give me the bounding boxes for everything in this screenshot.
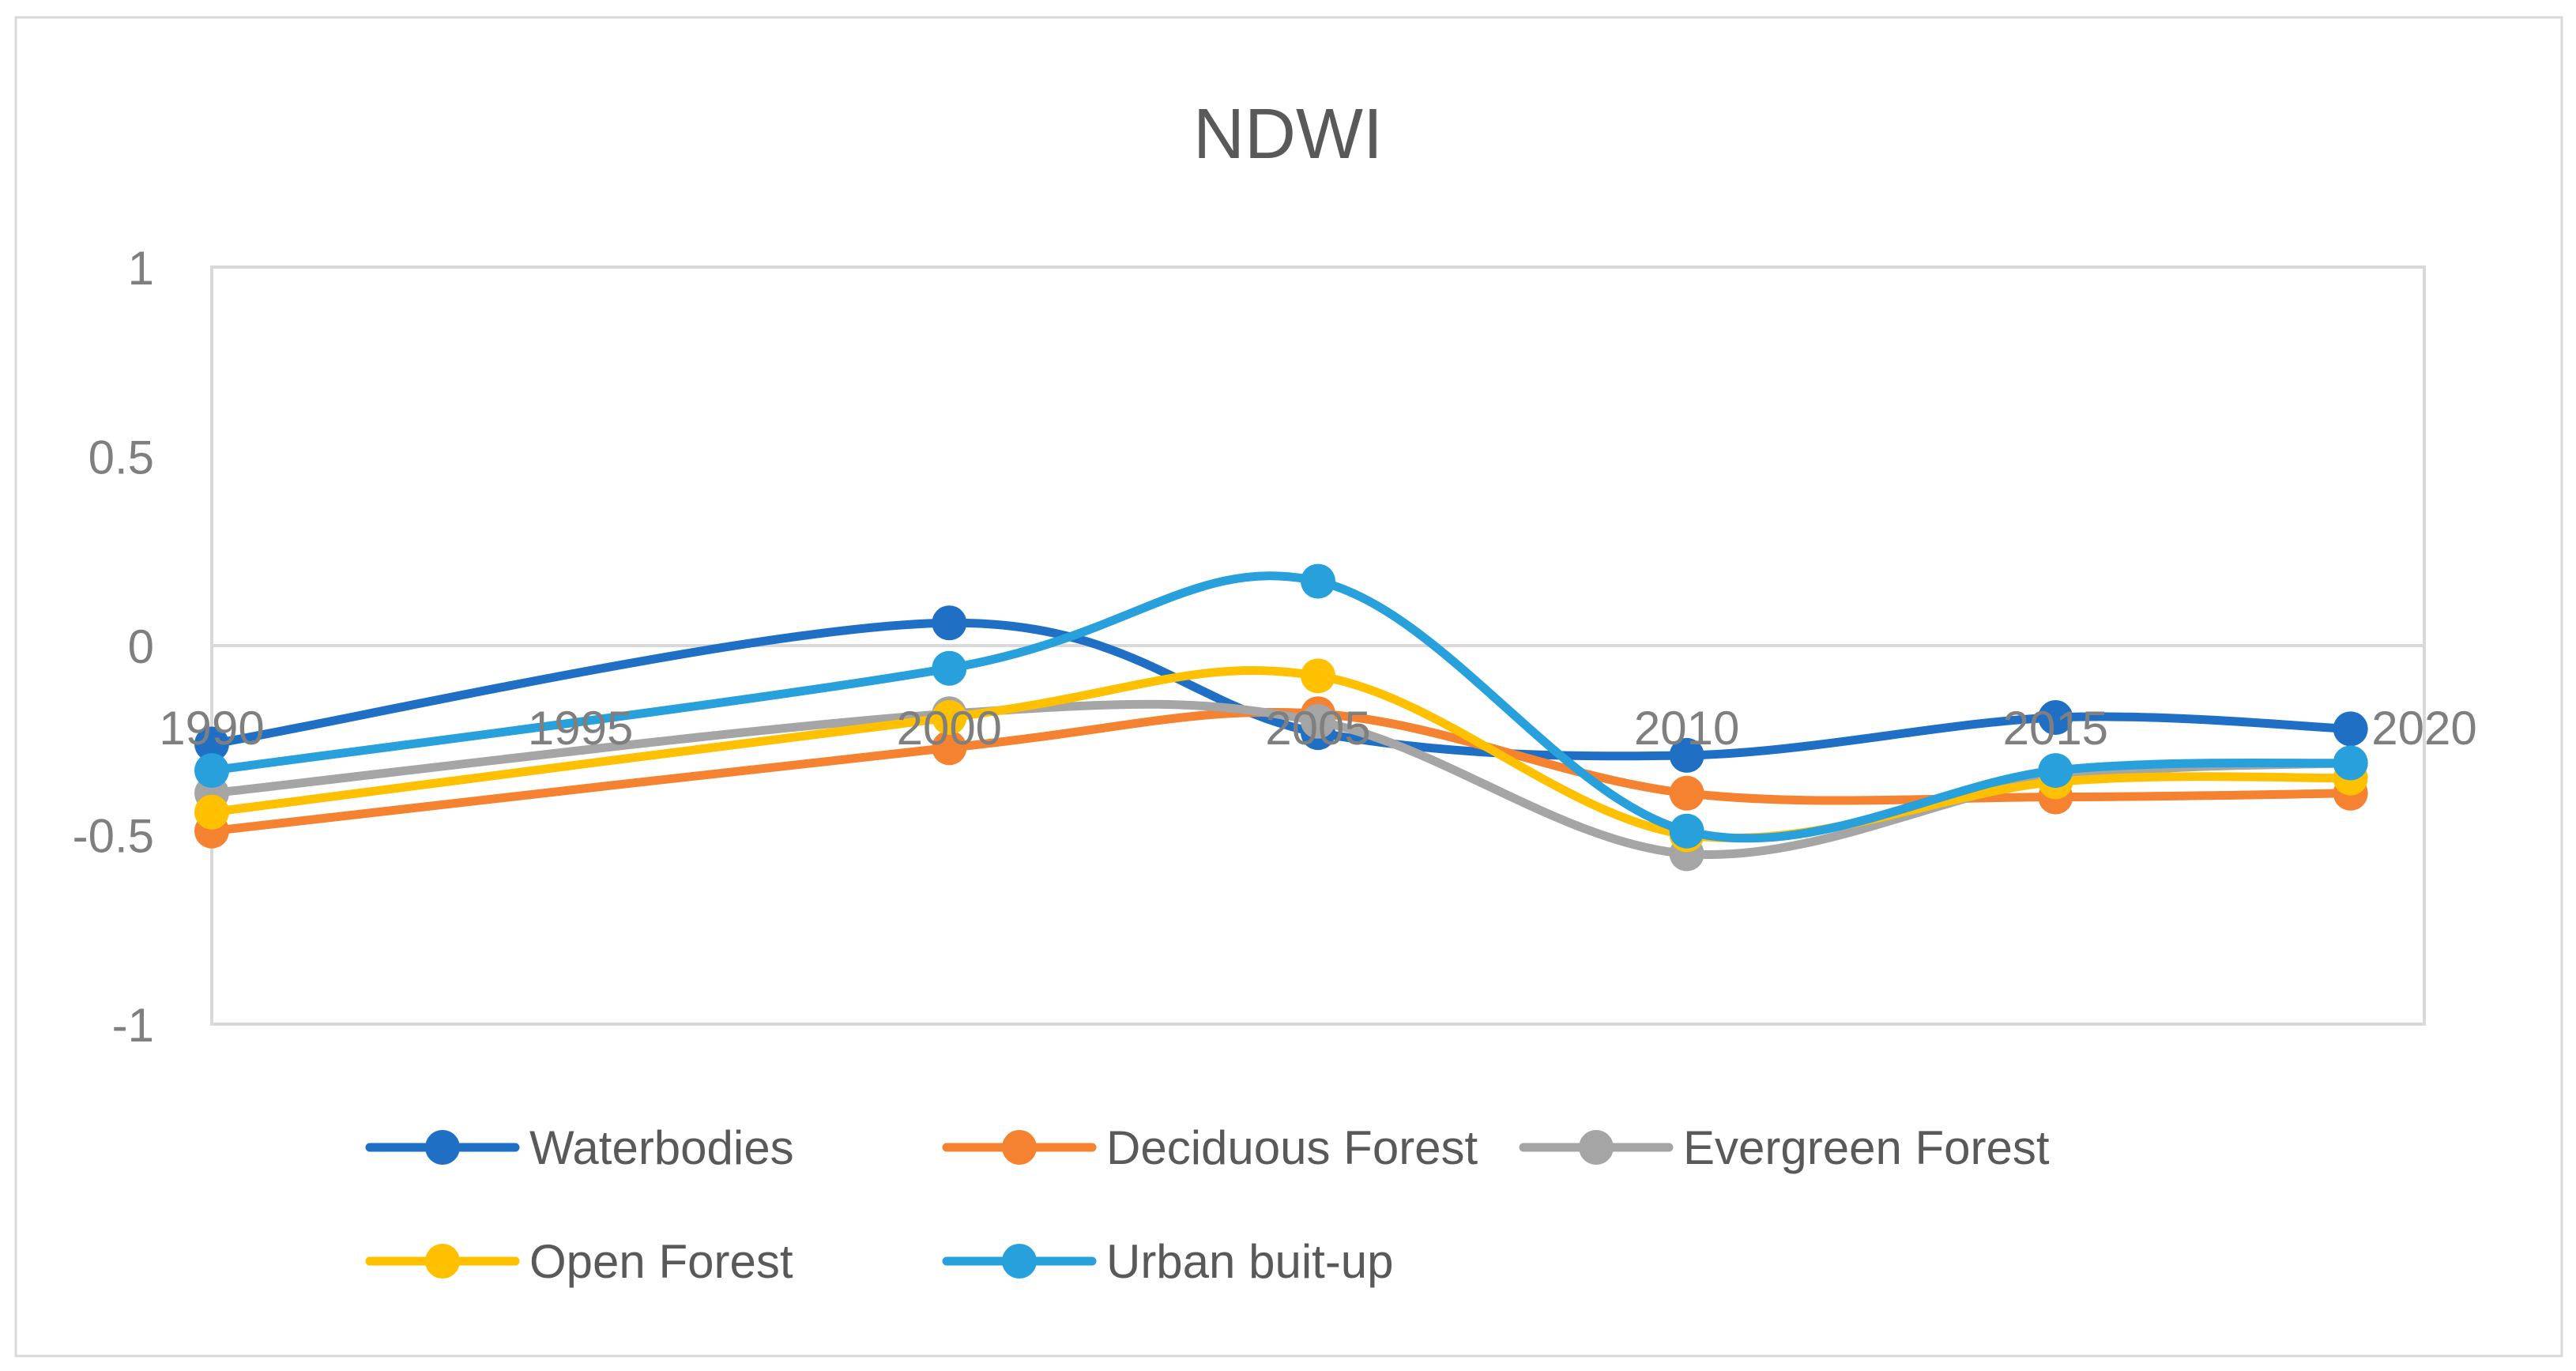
x-tick-labels: 1990 1995 2000 2005 2010 2015 2020: [159, 702, 2476, 755]
legend-marker-waterbodies: [425, 1130, 460, 1165]
data-point-deciduous-forest: [1669, 775, 1704, 811]
x-tick-label: 2020: [2371, 702, 2476, 755]
y-tick-label: -1: [112, 999, 154, 1052]
data-point-urban-buit-up: [1669, 813, 1704, 849]
data-point-urban-buit-up: [1301, 563, 1335, 599]
series-layer: [194, 563, 2368, 872]
data-point-open-forest: [932, 700, 967, 736]
x-tick-label: 1990: [159, 702, 264, 755]
data-point-evergreen-forest: [1301, 703, 1335, 739]
legend-marker-evergreen-forest: [1579, 1130, 1614, 1165]
legend-marker-deciduous-forest: [1002, 1130, 1037, 1165]
legend-marker-open-forest: [425, 1244, 460, 1279]
data-point-urban-buit-up: [2333, 745, 2368, 781]
y-tick-label: -0.5: [73, 810, 154, 863]
axes-layer: 1 0.5 0 -0.5 -1: [73, 242, 2424, 1052]
y-tick-label: 0.5: [89, 431, 154, 484]
data-point-waterbodies: [194, 726, 229, 762]
data-point-open-forest: [1301, 658, 1335, 694]
data-point-open-forest: [194, 794, 229, 830]
data-point-waterbodies: [2038, 700, 2073, 736]
y-tick-label: 1: [128, 242, 154, 295]
y-tick-label: 0: [128, 620, 154, 673]
legend-marker-urban-buit-up: [1002, 1244, 1037, 1279]
data-point-waterbodies: [2333, 711, 2368, 747]
x-tick-label: 2000: [897, 702, 1002, 755]
legend: Waterbodies Deciduous Forest Evergreen For…: [365, 1121, 2050, 1288]
data-point-urban-buit-up: [194, 753, 229, 789]
chart-title: NDWI: [1193, 95, 1383, 174]
legend-label-urban-buit-up: Urban buit-up: [1106, 1235, 1394, 1288]
x-tick-label: 2005: [1265, 702, 1370, 755]
legend-label-waterbodies: Waterbodies: [529, 1121, 794, 1174]
x-tick-label: 1995: [528, 702, 633, 755]
x-tick-label: 2015: [2003, 702, 2108, 755]
x-tick-label: 2010: [1634, 702, 1739, 755]
legend-label-open-forest: Open Forest: [529, 1235, 793, 1288]
data-point-waterbodies: [932, 605, 967, 641]
data-point-urban-buit-up: [932, 650, 967, 686]
data-point-waterbodies: [1669, 737, 1704, 773]
legend-label-deciduous-forest: Deciduous Forest: [1106, 1121, 1478, 1174]
data-point-urban-buit-up: [2038, 753, 2073, 789]
data-point-deciduous-forest: [932, 730, 967, 766]
legend-label-evergreen-forest: Evergreen Forest: [1683, 1121, 2050, 1174]
